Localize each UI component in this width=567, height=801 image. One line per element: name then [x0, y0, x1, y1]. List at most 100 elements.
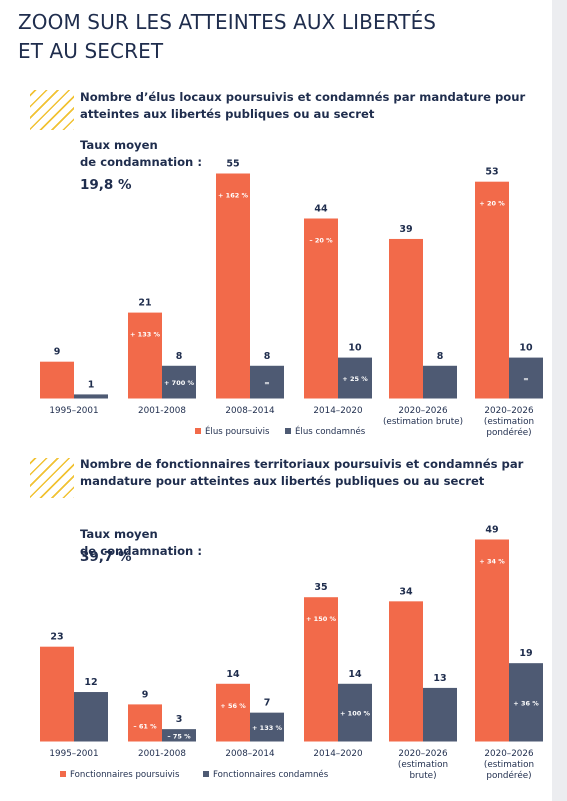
chart-2-title: Nombre de fonctionnaires territoriaux po…	[80, 456, 540, 490]
page-title-line-2: ET AU SECRET	[18, 39, 164, 63]
chart-2-tick-label: 2014–2020	[313, 749, 363, 759]
chart-2-tick-label: 2020–2026	[484, 749, 534, 759]
chart-1-value-label: 1	[88, 379, 95, 390]
chart-2-value-label: 12	[84, 677, 97, 688]
chart-2-change-label: + 100 %	[340, 710, 371, 718]
chart-2-bar-s2-c3	[250, 712, 284, 742]
chart-2-tick-label: (estimation	[484, 760, 534, 770]
chart-2-legend-swatch	[60, 771, 66, 777]
chart-2-rate-value: 39,7 %	[80, 549, 132, 565]
chart-1-tick-label: 2014–2020	[313, 406, 363, 416]
chart-1-value-label: 39	[399, 224, 412, 235]
chart-1-value-label: 8	[176, 351, 183, 362]
chart-2-bar-s1-c4	[304, 597, 338, 742]
chart-1-tick-label: 1995–2001	[49, 406, 98, 416]
chart-1-rate-value: 19,8 %	[80, 177, 132, 193]
chart-1-change-label: =	[523, 375, 528, 383]
chart-2-title-line-2: mandature pour atteintes aux libertés pu…	[80, 474, 485, 488]
chart-1-title-line-1: Nombre d’élus locaux poursuivis et conda…	[80, 90, 526, 104]
chart-1-tick-label: 2020–2026	[398, 406, 448, 416]
chart-2-title-line-1: Nombre de fonctionnaires territoriaux po…	[80, 457, 524, 471]
chart-2-tick-label: 2001-2008	[138, 749, 186, 759]
page-title: ZOOM SUR LES ATTEINTES AUX LIBERTÉS ET A…	[18, 8, 538, 66]
chart-1-title-line-2: atteintes aux libertés publiques ou au s…	[80, 107, 375, 121]
chart-2-value-label: 19	[519, 648, 532, 659]
decorative-hatch-1	[30, 90, 74, 130]
chart-2-change-label: + 133 %	[252, 724, 283, 732]
chart-2-bar-s1-c2	[128, 704, 162, 742]
chart-1-bar-s2-c1	[74, 394, 108, 399]
chart-1-change-label: + 133 %	[130, 331, 161, 339]
chart-2-bar-s1-c6	[475, 539, 509, 742]
chart-2-change-label: – 61 %	[133, 722, 157, 730]
chart-1-bar-s1-c2	[128, 312, 162, 399]
chart-1-rate-label-line-2: de condamnation :	[80, 155, 202, 169]
chart-1-value-label: 10	[519, 343, 533, 354]
chart-2-value-label: 35	[314, 582, 327, 593]
chart-1-change-label: + 700 %	[164, 379, 195, 387]
chart-2-value-label: 23	[50, 632, 63, 643]
chart-1-change-label: =	[264, 379, 269, 387]
chart-1-tick-label: 2001-2008	[138, 406, 186, 416]
chart-2-tick-label: pondérée)	[486, 770, 531, 781]
chart-1-value-label: 44	[314, 204, 328, 215]
chart-2-change-label: + 34 %	[479, 558, 505, 566]
chart-1-change-label: – 20 %	[309, 237, 333, 245]
chart-2-legend-label: Fonctionnaires condamnés	[213, 769, 329, 780]
chart-2-bar-s2-c1	[74, 692, 108, 742]
chart-1-bar-s2-c2	[162, 365, 196, 399]
chart-1-rate-label: Taux moyen de condamnation :	[80, 137, 202, 171]
chart-1-tick-label: 2020–2026	[484, 406, 534, 416]
chart-2-tick-label: brute)	[409, 771, 436, 781]
chart-2-value-label: 7	[264, 698, 271, 709]
chart-1-value-label: 55	[226, 159, 239, 170]
chart-1-tick-label: (estimation brute)	[383, 417, 463, 427]
chart-2-change-label: + 56 %	[220, 702, 246, 710]
chart-1-tick-label: pondérée)	[486, 427, 531, 438]
chart-2-value-label: 34	[399, 586, 413, 597]
chart-2-bar-s2-c5	[423, 687, 457, 742]
chart-2-value-label: 14	[226, 669, 240, 680]
page-title-line-1: ZOOM SUR LES ATTEINTES AUX LIBERTÉS	[18, 10, 437, 34]
chart-1-tick-label: 2008–2014	[225, 406, 275, 416]
chart-2-value-label: 3	[176, 714, 183, 725]
chart-2-tick-label: 2020–2026	[398, 749, 448, 759]
chart-1-value-label: 8	[437, 351, 444, 362]
chart-2-value-label: 9	[142, 689, 149, 700]
chart-1-bar-s1-c6	[475, 181, 509, 399]
chart-2-value-label: 13	[433, 673, 446, 684]
chart-1-change-label: + 25 %	[342, 375, 368, 383]
chart-1-bar-s2-c6	[509, 357, 543, 399]
chart-1-value-label: 10	[348, 343, 362, 354]
chart-2-change-label: – 75 %	[167, 732, 191, 740]
chart-1-value-label: 21	[138, 298, 151, 309]
chart-1-title: Nombre d’élus locaux poursuivis et conda…	[80, 89, 540, 123]
chart-1-value-label: 8	[264, 351, 271, 362]
chart-2-legend-label: Fonctionnaires poursuivis	[70, 770, 180, 780]
page-edge-strip	[552, 0, 567, 801]
chart-2-tick-label: 2008–2014	[225, 749, 275, 759]
chart-2-legend-swatch	[203, 771, 209, 777]
chart-1-bar-s2-c4	[338, 357, 372, 399]
chart-2-rate-label-line-1: Taux moyen	[80, 527, 158, 541]
chart-2-value-label: 14	[348, 669, 362, 680]
chart-1-change-label: + 20 %	[479, 200, 505, 208]
chart-1-bar-s2-c5	[423, 365, 457, 399]
chart-2-bar-s2-c4	[338, 683, 372, 742]
chart-1-change-label: + 162 %	[218, 192, 249, 200]
chart-2-tick-label: 1995–2001	[49, 749, 98, 759]
chart-1-tick-label: (estimation	[484, 417, 534, 427]
chart-2-tick-label: (estimation	[398, 760, 448, 770]
chart-1-bar-s1-c1	[40, 361, 74, 399]
chart-1-value-label: 53	[485, 167, 498, 178]
chart-1-legend-swatch	[195, 428, 201, 434]
chart-2-bar-s1-c5	[389, 601, 423, 742]
chart-2-bar-s1-c1	[40, 646, 74, 742]
decorative-hatch-2	[30, 458, 74, 498]
chart-1-bar-s1-c3	[216, 173, 250, 399]
chart-1-rate-label-line-1: Taux moyen	[80, 138, 158, 152]
chart-2-value-label: 49	[485, 525, 498, 536]
chart-1-value-label: 9	[54, 347, 61, 358]
